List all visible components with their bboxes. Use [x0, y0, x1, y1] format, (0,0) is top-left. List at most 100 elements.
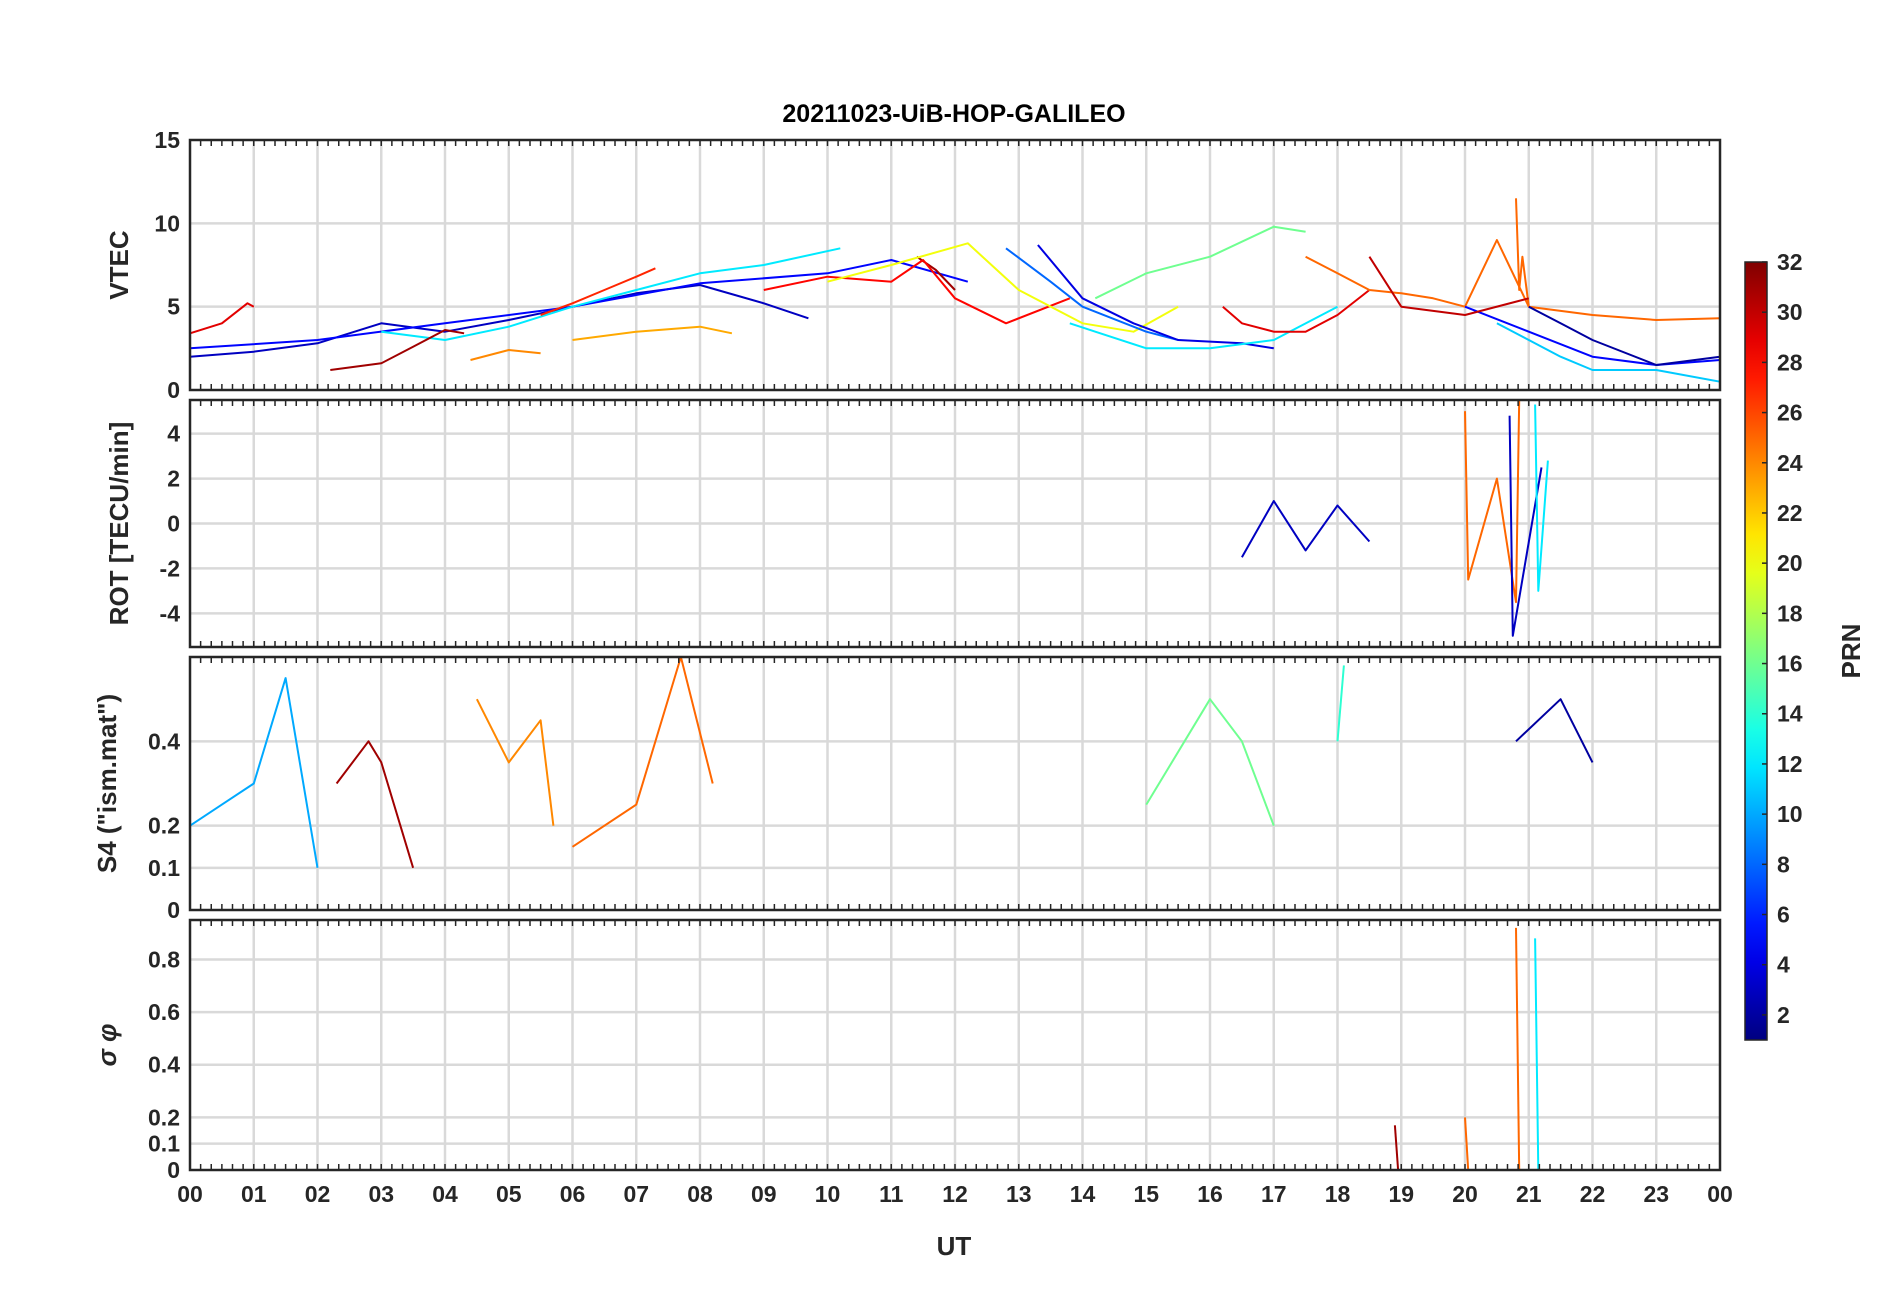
colorbar-tick-label: 28: [1777, 349, 1803, 375]
y-tick-label: 10: [154, 210, 180, 236]
x-tick-label: 21: [1516, 1181, 1542, 1207]
series-line-prn-10: [189, 677, 319, 868]
colorbar-tick-label: 4: [1777, 952, 1790, 978]
series-line-prn-23: [572, 325, 733, 341]
series-line-prn-2: [1515, 698, 1594, 763]
series-line-prn-3: [1241, 500, 1371, 558]
series-line-prn-5: [189, 259, 969, 350]
y-tick-label: 0: [167, 377, 180, 403]
x-tick-label: 18: [1325, 1181, 1351, 1207]
series-line-prn-25: [571, 656, 714, 848]
series-line-prn-20: [827, 242, 1179, 333]
x-tick-label: 06: [560, 1181, 586, 1207]
series-line-prn-3: [189, 284, 809, 358]
series-line-prn-25: [1515, 198, 1530, 307]
chart-title: 20211023-UiB-HOP-GALILEO: [782, 100, 1125, 128]
colorbar-tick-label: 6: [1777, 902, 1790, 928]
series-line-prn-11: [1496, 322, 1721, 383]
colorbar-tick-label: 20: [1777, 550, 1803, 576]
y-tick-label: 0.8: [148, 946, 180, 972]
series-line-prn-24: [470, 349, 541, 361]
x-tick-label: 13: [1006, 1181, 1032, 1207]
x-tick-label: 00: [1707, 1181, 1733, 1207]
y-tick-label: 0.4: [148, 1052, 180, 1078]
y-tick-label: 0.2: [148, 1104, 180, 1130]
y-axis-label: σ φ: [92, 1024, 122, 1067]
x-tick-label: 04: [432, 1181, 458, 1207]
y-tick-label: 0.1: [148, 1131, 180, 1157]
panel-s4: 0 0.1 0.2 0.4 S4 ("ism.mat"): [92, 655, 1722, 923]
colorbar-tick-label: 10: [1777, 801, 1803, 827]
x-tick-label: 23: [1643, 1181, 1669, 1207]
x-tick-label: 05: [496, 1181, 522, 1207]
colorbar-tick-label: 32: [1777, 249, 1803, 275]
x-tick-label: 17: [1261, 1181, 1287, 1207]
series-line-prn-12: [381, 247, 841, 341]
x-tick-label: 20: [1452, 1181, 1478, 1207]
series-line-prn-27: [540, 267, 656, 316]
series-line-prn-29: [189, 302, 255, 335]
series-line-prn-16: [1094, 225, 1306, 300]
colorbar-tick-label: 14: [1777, 701, 1803, 727]
y-tick-label: 0.6: [148, 999, 180, 1025]
x-axis-label: UT: [937, 1231, 972, 1261]
series-line-prn-29: [1222, 289, 1371, 333]
x-tick-label: 22: [1580, 1181, 1606, 1207]
x-tick-label: 07: [623, 1181, 649, 1207]
series-line-prn-8: [1005, 247, 1179, 341]
colorbar-tick-label: 12: [1777, 751, 1803, 777]
series-line-prn-3: [1508, 415, 1543, 637]
colorbar-tick-label: 30: [1777, 299, 1803, 325]
colorbar-tick-label: 8: [1777, 851, 1790, 877]
series-line-prn-24: [476, 698, 555, 826]
y-tick-label: 15: [154, 127, 180, 153]
x-tick-label: 01: [241, 1181, 267, 1207]
x-tick-label: 11: [879, 1181, 904, 1207]
x-tick-label: 19: [1388, 1181, 1414, 1207]
y-tick-label: 5: [167, 294, 180, 320]
series-line-prn-2: [1528, 305, 1721, 366]
y-tick-label: 4: [167, 421, 180, 447]
colorbar-tick-label: 18: [1777, 600, 1803, 626]
x-tick-label: 12: [942, 1181, 968, 1207]
x-tick-label: 15: [1133, 1181, 1159, 1207]
x-tick-label: 02: [305, 1181, 331, 1207]
series-line-prn-31: [1393, 1125, 1400, 1171]
y-axis-label: ROT [TECU/min]: [104, 422, 134, 626]
x-tick-label: 03: [368, 1181, 394, 1207]
series-line-prn-31: [335, 740, 415, 869]
panel-sigma_phi: 00.10.2 0.4 0.6 0.8 σ φ 00 01 02 03 04 05 06 07 08 09 1…: [92, 918, 1733, 1207]
series-line-prn-12: [1069, 305, 1338, 350]
x-tick-label: 00: [177, 1181, 203, 1207]
series-line-prn-25: [1515, 927, 1521, 1171]
panel-rot: -4 -2 0 2 4 ROT [TECU/min]: [104, 398, 1722, 649]
y-tick-label: 0: [167, 511, 180, 537]
x-tick-label: 14: [1070, 1181, 1096, 1207]
series-line-prn-25: [1464, 399, 1521, 604]
y-axis-label: S4 ("ism.mat"): [92, 694, 122, 873]
y-tick-label: 0.4: [148, 728, 180, 754]
series-line-prn-30: [1368, 256, 1530, 316]
y-axis-label: VTEC: [104, 230, 134, 300]
y-tick-label: -4: [160, 600, 181, 626]
y-tick-label: 0: [167, 1157, 180, 1183]
colorbar-tick-label: 24: [1777, 450, 1803, 476]
colorbar-gradient: [1744, 261, 1768, 1041]
x-tick-label: 08: [687, 1181, 713, 1207]
series-line-prn-25: [1464, 1117, 1470, 1171]
series-line-prn-14: [1336, 665, 1345, 742]
series-line-prn-12: [1534, 404, 1549, 592]
series-line-prn-12: [1534, 938, 1540, 1171]
colorbar-tick-label: 16: [1777, 651, 1803, 677]
y-tick-label: 2: [167, 466, 180, 492]
x-tick-label: 10: [815, 1181, 841, 1207]
colorbar-label: PRN: [1836, 624, 1866, 679]
series-line-prn-31: [330, 329, 465, 371]
colorbar-tick-label: 22: [1777, 500, 1803, 526]
y-tick-label: -2: [160, 555, 180, 581]
series-line-prn-16: [1145, 698, 1275, 827]
